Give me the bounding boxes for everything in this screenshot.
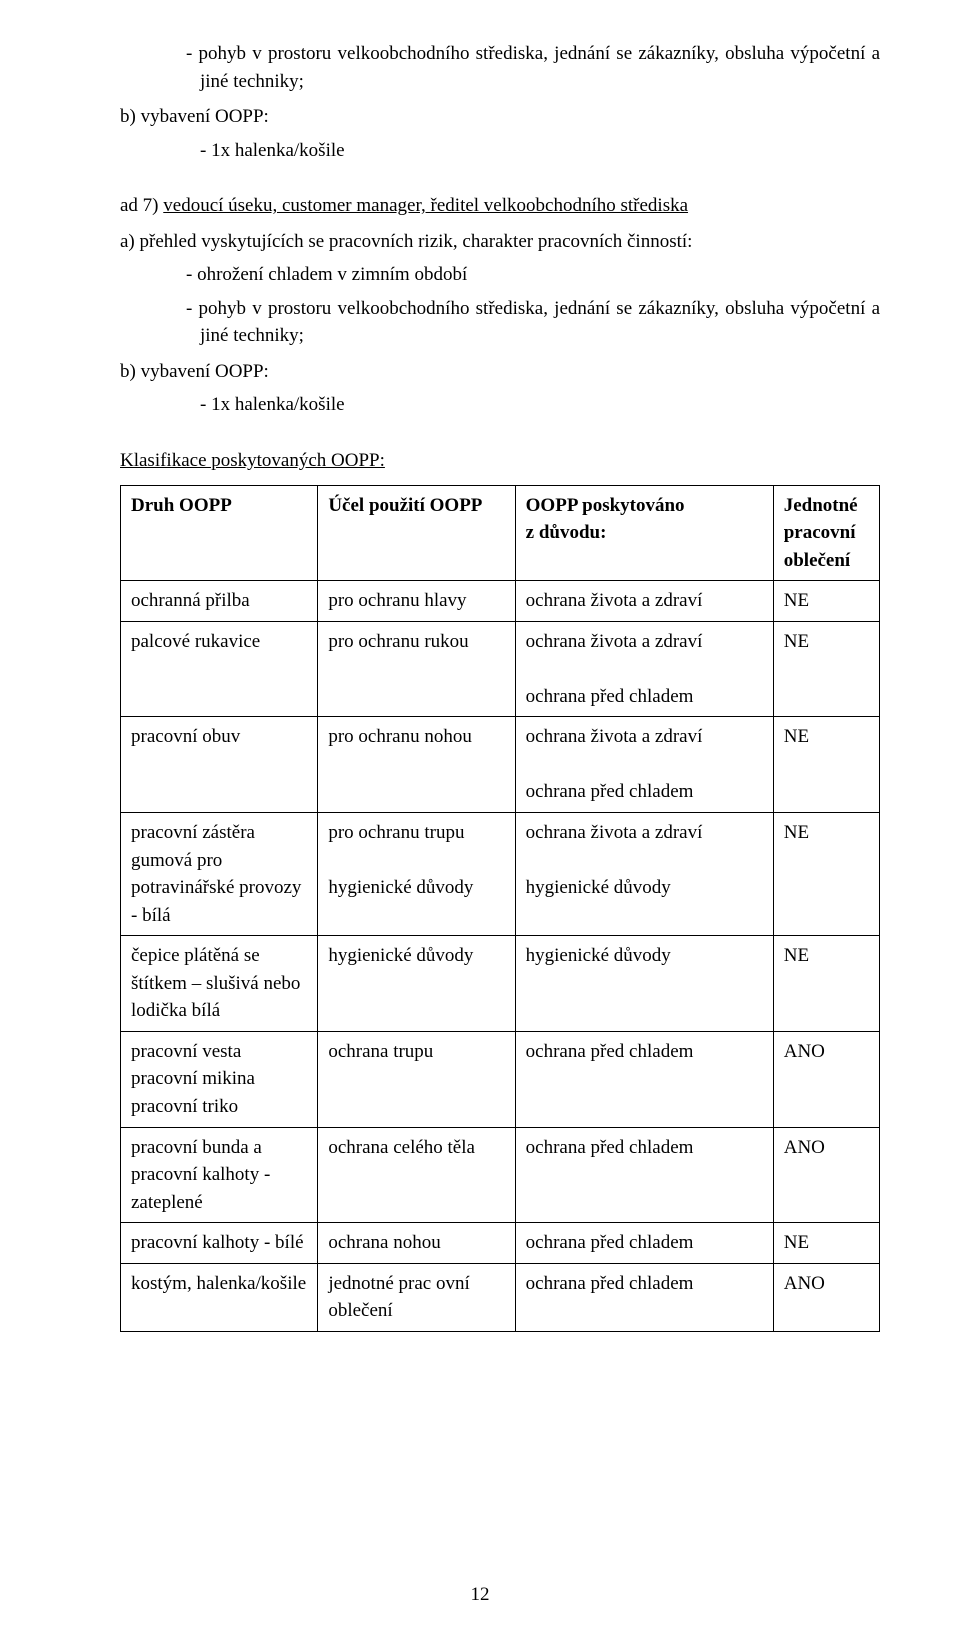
cell-ucel: ochrana trupu [318,1031,515,1127]
cell-j: NE [773,1223,879,1264]
th-posk-line1: OOPP poskytováno [526,495,685,516]
table-row: kostým, halenka/košile jednotné prac ovn… [121,1263,880,1331]
ad7-prefix: ad 7) [120,195,163,216]
cell-j: NE [773,621,879,717]
table-row: pracovní vesta pracovní mikina pracovní … [121,1031,880,1127]
cell-ucel-l1: pro ochranu trupu [328,822,464,843]
cell-druh: pracovní obuv [121,717,318,813]
cell-j: NE [773,936,879,1032]
cell-j: ANO [773,1263,879,1331]
ad7-a-label: a) přehled vyskytujících se pracovních r… [120,228,880,256]
ad7-a-item1: - ohrožení chladem v zimním období [200,261,880,289]
cell-posk: ochrana života a zdraví ochrana před chl… [515,621,773,717]
cell-druh: pracovní bunda a pracovní kalhoty - zate… [121,1127,318,1223]
table-row: pracovní bunda a pracovní kalhoty - zate… [121,1127,880,1223]
cell-ucel-l2: hygienické důvody [328,877,473,898]
ad7-b-item: - 1x halenka/košile [200,391,880,419]
top-b-item: - 1x halenka/košile [200,137,880,165]
table-header-row: Druh OOPP Účel použití OOPP OOPP poskyto… [121,485,880,581]
cell-ucel: pro ochranu nohou [318,717,515,813]
top-bullet-1: - pohyb v prostoru velkoobchodního střed… [200,40,880,95]
cell-ucel: ochrana celého těla [318,1127,515,1223]
cell-j: NE [773,813,879,936]
cell-ucel: pro ochranu rukou [318,621,515,717]
cell-ucel: hygienické důvody [318,936,515,1032]
table-row: čepice plátěná se štítkem – slušivá nebo… [121,936,880,1032]
cell-druh: pracovní kalhoty - bílé [121,1223,318,1264]
cell-druh: palcové rukavice [121,621,318,717]
cell-ucel: jednotné prac ovní oblečení [318,1263,515,1331]
ad7-a-item2: - pohyb v prostoru velkoobchodního střed… [200,295,880,350]
cell-posk: ochrana života a zdraví ochrana před chl… [515,717,773,813]
cell-posk-l1: ochrana života a zdraví [526,822,703,843]
ad7-b-label: b) vybavení OOPP: [120,358,880,386]
cell-posk: ochrana před chladem [515,1127,773,1223]
th-posk: OOPP poskytováno z důvodu: [515,485,773,581]
table-row: pracovní zástěra gumová pro potravinářsk… [121,813,880,936]
cell-druh: kostým, halenka/košile [121,1263,318,1331]
cell-posk: ochrana života a zdraví hygienické důvod… [515,813,773,936]
cell-posk-l1: ochrana života a zdraví [526,631,703,652]
th-druh: Druh OOPP [121,485,318,581]
table-row: palcové rukavice pro ochranu rukou ochra… [121,621,880,717]
cell-posk: hygienické důvody [515,936,773,1032]
cell-j: NE [773,581,879,622]
cell-ucel: ochrana nohou [318,1223,515,1264]
cell-druh: čepice plátěná se štítkem – slušivá nebo… [121,936,318,1032]
th-posk-line2: z důvodu: [526,522,607,543]
table-row: pracovní kalhoty - bílé ochrana nohou oc… [121,1223,880,1264]
cell-posk: ochrana života a zdraví [515,581,773,622]
cell-posk: ochrana před chladem [515,1223,773,1264]
ad7-heading: ad 7) vedoucí úseku, customer manager, ř… [120,192,880,220]
cell-posk-l2: hygienické důvody [526,877,671,898]
ad7-title: vedoucí úseku, customer manager, ředitel… [163,195,688,216]
cell-posk-l2: ochrana před chladem [526,686,694,707]
th-jednotne: Jednotné pracovní oblečení [773,485,879,581]
top-b-label: b) vybavení OOPP: [120,103,880,131]
cell-druh: ochranná přilba [121,581,318,622]
cell-druh: pracovní zástěra gumová pro potravinářsk… [121,813,318,936]
table-row: pracovní obuv pro ochranu nohou ochrana … [121,717,880,813]
cell-ucel: pro ochranu hlavy [318,581,515,622]
cell-j: NE [773,717,879,813]
cell-druh: pracovní vesta pracovní mikina pracovní … [121,1031,318,1127]
table-row: ochranná přilba pro ochranu hlavy ochran… [121,581,880,622]
page: - pohyb v prostoru velkoobchodního střed… [0,0,960,1629]
cell-j: ANO [773,1127,879,1223]
cell-posk: ochrana před chladem [515,1263,773,1331]
page-number: 12 [0,1581,960,1609]
cell-ucel: pro ochranu trupu hygienické důvody [318,813,515,936]
th-ucel: Účel použití OOPP [318,485,515,581]
cell-posk-l2: ochrana před chladem [526,781,694,802]
cell-j: ANO [773,1031,879,1127]
oopp-table: Druh OOPP Účel použití OOPP OOPP poskyto… [120,485,880,1332]
cell-posk: ochrana před chladem [515,1031,773,1127]
klas-heading: Klasifikace poskytovaných OOPP: [120,447,880,475]
cell-posk-l1: ochrana života a zdraví [526,726,703,747]
